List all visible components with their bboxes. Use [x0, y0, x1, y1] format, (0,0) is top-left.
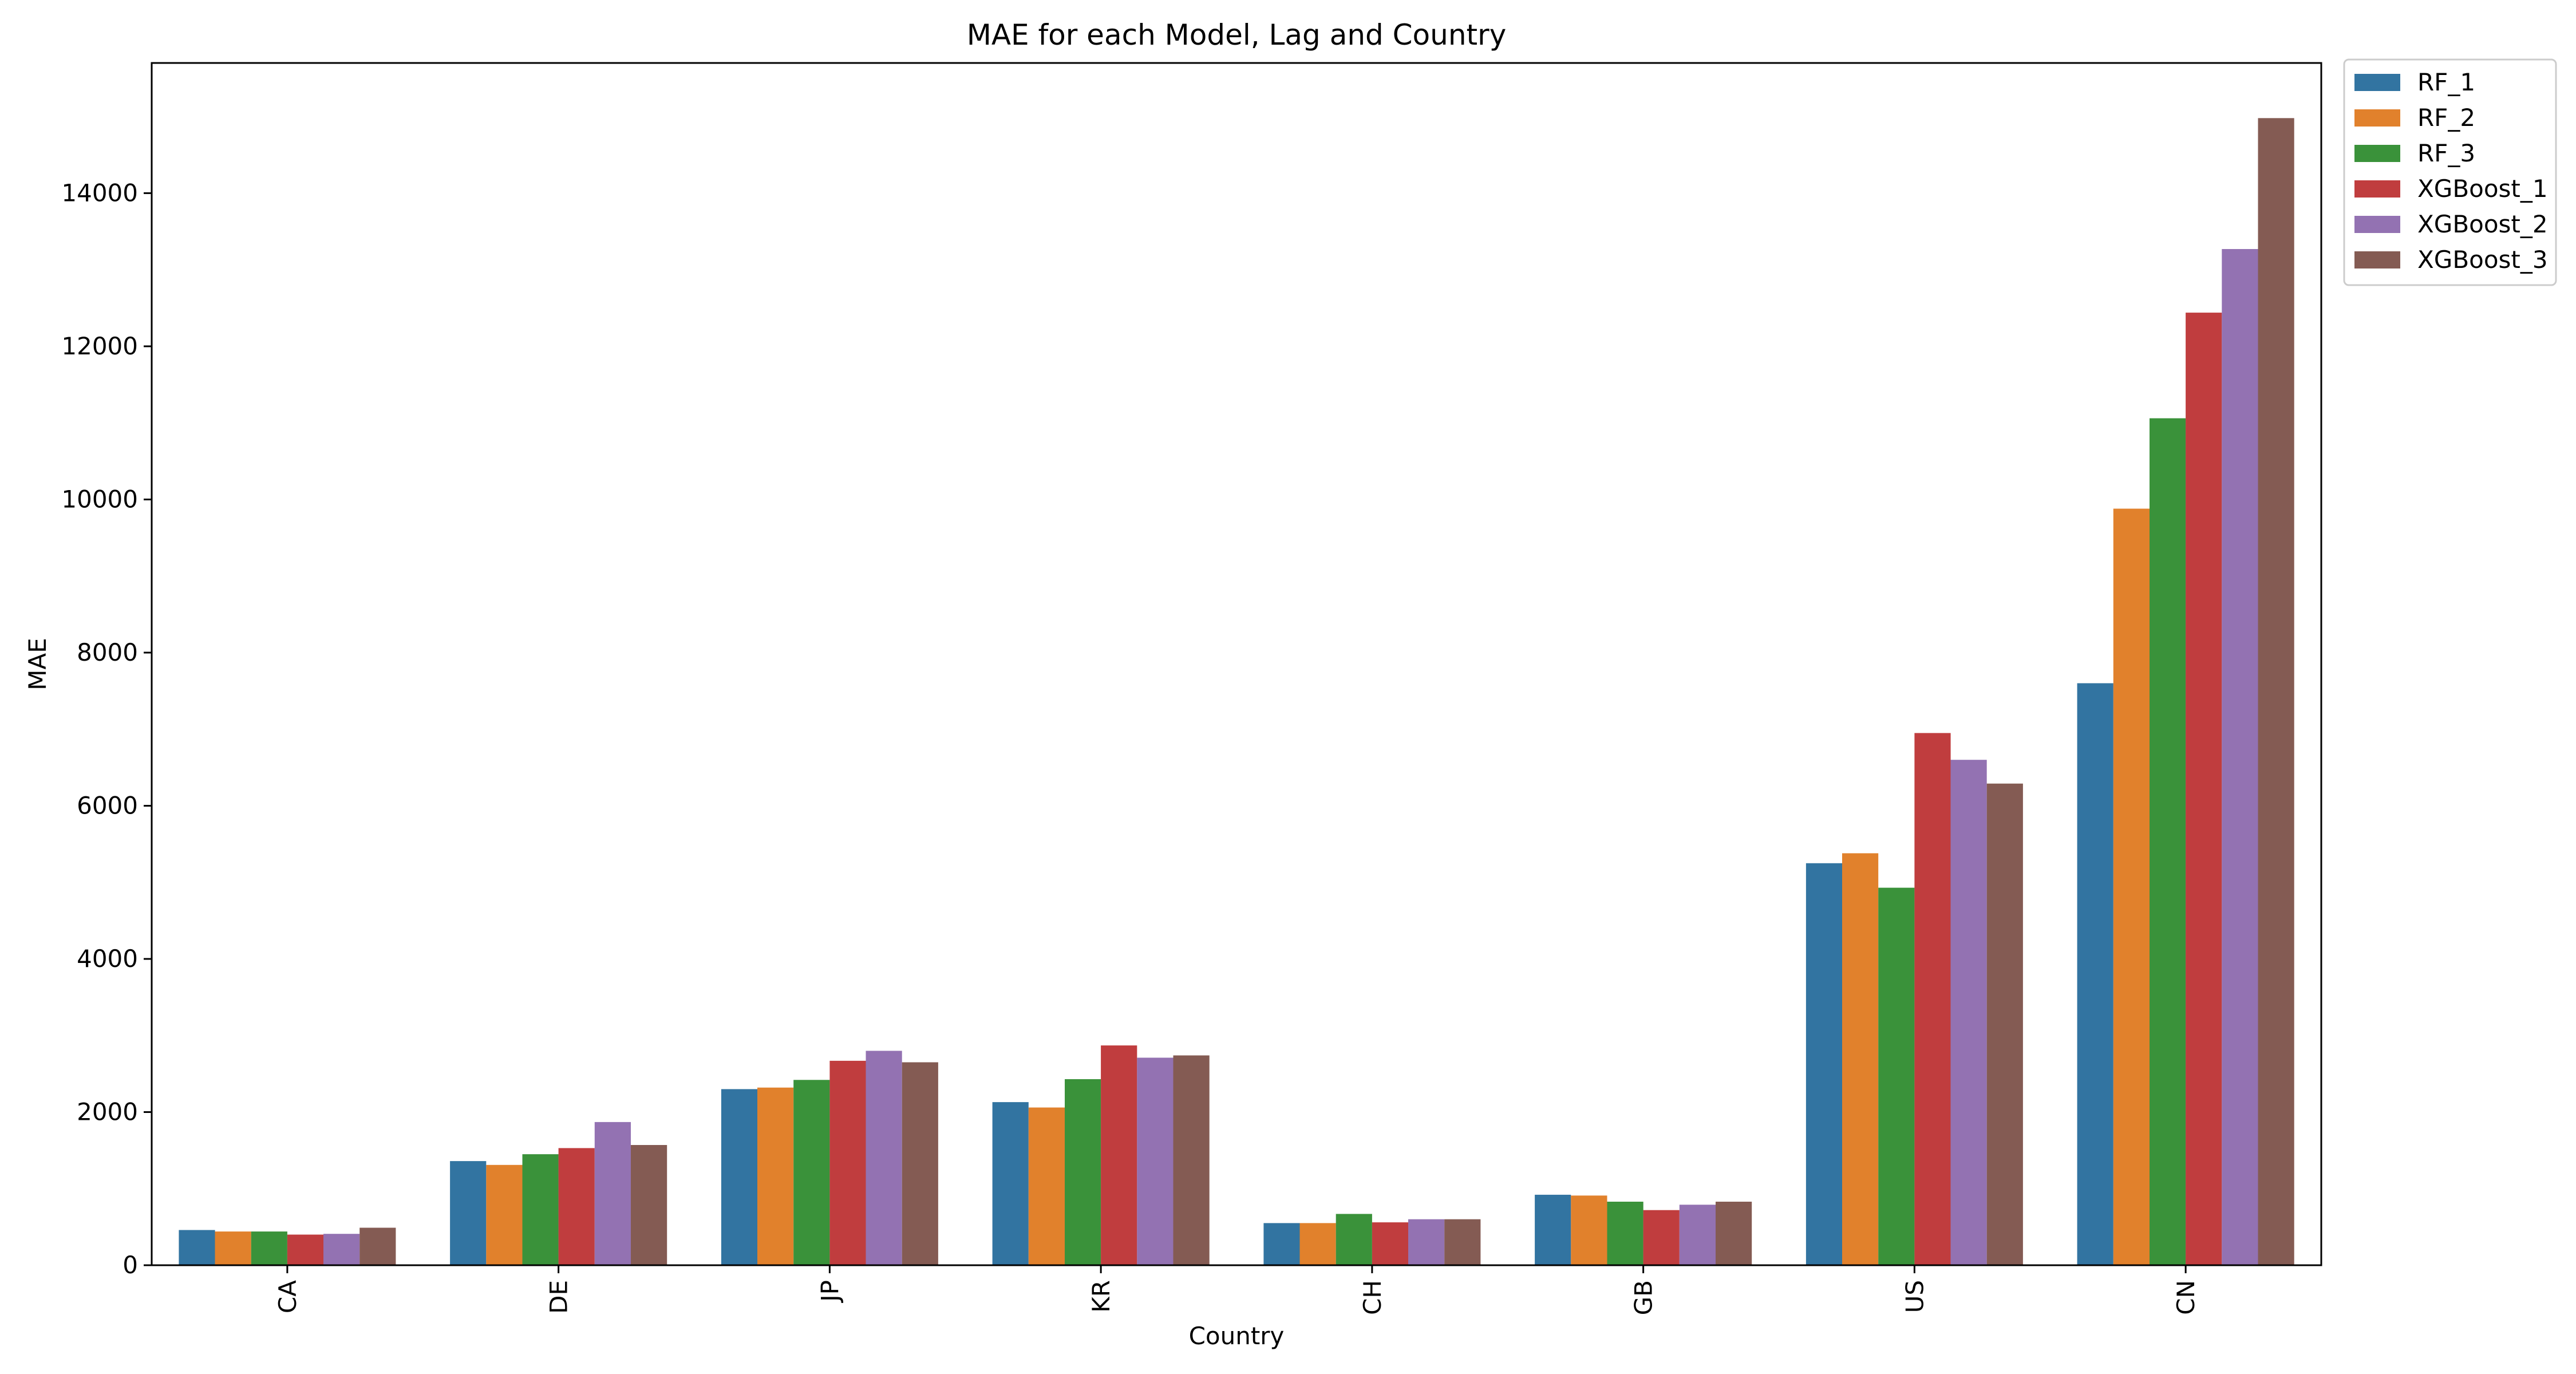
- legend-label-XGBoost_3: XGBoost_3: [2417, 246, 2548, 274]
- y-tick-label: 0: [123, 1251, 138, 1279]
- bar-XGBoost_2-US: [1950, 760, 1987, 1265]
- bar-XGBoost_1-CN: [2186, 313, 2222, 1265]
- bar-RF_3-US: [1878, 887, 1915, 1265]
- y-tick-label: 10000: [61, 485, 138, 513]
- bar-RF_3-CA: [251, 1231, 287, 1265]
- bar-XGBoost_1-KR: [1101, 1045, 1137, 1265]
- bar-RF_1-US: [1805, 863, 1843, 1265]
- legend-swatch-RF_1: [2354, 74, 2400, 91]
- y-tick-label: 4000: [77, 945, 138, 973]
- chart-title: MAE for each Model, Lag and Country: [967, 18, 1507, 52]
- x-tick-label: CN: [2172, 1280, 2200, 1315]
- legend-swatch-XGBoost_1: [2354, 180, 2400, 198]
- bar-XGBoost_2-DE: [594, 1122, 631, 1265]
- bar-RF_3-KR: [1065, 1079, 1101, 1265]
- bars-layer: [179, 118, 2294, 1265]
- legend-swatch-XGBoost_2: [2354, 216, 2400, 233]
- y-tick-label: 14000: [61, 179, 138, 207]
- bar-RF_2-KR: [1028, 1107, 1065, 1265]
- y-tick-label: 8000: [77, 638, 138, 666]
- bar-RF_2-DE: [486, 1164, 523, 1265]
- bar-RF_3-GB: [1607, 1202, 1643, 1265]
- legend: RF_1 RF_2 RF_3 XGBoost_1 XGBoost_2 XGBoost_3: [2343, 58, 2557, 286]
- bar-XGBoost_3-GB: [1716, 1202, 1752, 1265]
- x-tick-label: CH: [1358, 1280, 1386, 1315]
- x-axis: CA DE JP KR CH GB US CN: [274, 1265, 2200, 1315]
- bar-XGBoost_3-CA: [359, 1227, 396, 1265]
- bar-RF_2-CA: [215, 1231, 251, 1265]
- x-tick-label: DE: [545, 1280, 573, 1314]
- x-tick-label: CA: [274, 1280, 302, 1313]
- bar-RF_2-US: [1842, 853, 1879, 1265]
- bar-RF_3-DE: [522, 1154, 559, 1265]
- bar-XGBoost_2-CN: [2222, 249, 2258, 1265]
- y-tick-label: 12000: [61, 332, 138, 360]
- bar-RF_1-CN: [2077, 683, 2113, 1265]
- bar-RF_1-CH: [1263, 1223, 1300, 1265]
- bar-XGBoost_2-GB: [1679, 1205, 1716, 1265]
- bar-RF_2-CH: [1299, 1223, 1336, 1265]
- x-tick-label: US: [1901, 1280, 1929, 1313]
- y-tick-label: 2000: [77, 1097, 138, 1126]
- legend-label-RF_1: RF_1: [2417, 68, 2475, 96]
- x-axis-label: Country: [1189, 1322, 1285, 1350]
- bar-RF_1-DE: [450, 1161, 487, 1265]
- bar-RF_3-CN: [2150, 418, 2186, 1265]
- bar-XGBoost_3-DE: [631, 1145, 667, 1265]
- legend-swatch-RF_2: [2354, 109, 2400, 127]
- bar-RF_2-GB: [1571, 1195, 1607, 1265]
- bar-XGBoost_1-DE: [558, 1148, 595, 1265]
- bar-RF_1-JP: [721, 1089, 758, 1265]
- bar-RF_3-JP: [793, 1080, 830, 1265]
- bar-RF_2-CN: [2113, 508, 2150, 1265]
- bar-RF_3-CH: [1336, 1214, 1372, 1265]
- legend-label-RF_2: RF_2: [2417, 104, 2475, 132]
- bar-XGBoost_1-GB: [1643, 1210, 1680, 1265]
- plot-frame: [151, 62, 2322, 1266]
- y-tick-label: 6000: [77, 791, 138, 819]
- x-tick-label: JP: [816, 1280, 844, 1304]
- bar-XGBoost_1-CA: [287, 1234, 324, 1265]
- bar-XGBoost_1-CH: [1372, 1222, 1409, 1265]
- legend-swatch-XGBoost_3: [2354, 251, 2400, 269]
- x-tick-label: KR: [1087, 1280, 1115, 1313]
- bar-RF_1-CA: [179, 1230, 215, 1265]
- bar-XGBoost_3-KR: [1173, 1055, 1210, 1265]
- legend-label-XGBoost_2: XGBoost_2: [2417, 210, 2548, 238]
- y-axis-label: MAE: [23, 638, 52, 690]
- bar-XGBoost_1-JP: [829, 1060, 866, 1265]
- bar-XGBoost_3-CH: [1444, 1219, 1481, 1265]
- bar-RF_1-GB: [1535, 1194, 1571, 1265]
- bar-XGBoost_1-US: [1914, 733, 1951, 1265]
- legend-label-RF_3: RF_3: [2417, 139, 2475, 167]
- bar-RF_1-KR: [992, 1102, 1029, 1265]
- bar-XGBoost_2-CA: [323, 1234, 360, 1265]
- y-axis: 0 2000 4000 6000 8000 10000 12000 14000: [61, 179, 152, 1279]
- bar-XGBoost_3-JP: [902, 1062, 938, 1265]
- bar-XGBoost_2-CH: [1408, 1219, 1445, 1265]
- bar-XGBoost_2-KR: [1137, 1057, 1174, 1265]
- bar-XGBoost_2-JP: [866, 1051, 902, 1265]
- bar-RF_2-JP: [757, 1087, 794, 1265]
- x-tick-label: GB: [1630, 1280, 1658, 1315]
- legend-label-XGBoost_1: XGBoost_1: [2417, 175, 2548, 203]
- bar-XGBoost_3-CN: [2258, 118, 2294, 1265]
- bar-XGBoost_3-US: [1986, 783, 2023, 1265]
- legend-swatch-RF_3: [2354, 145, 2400, 162]
